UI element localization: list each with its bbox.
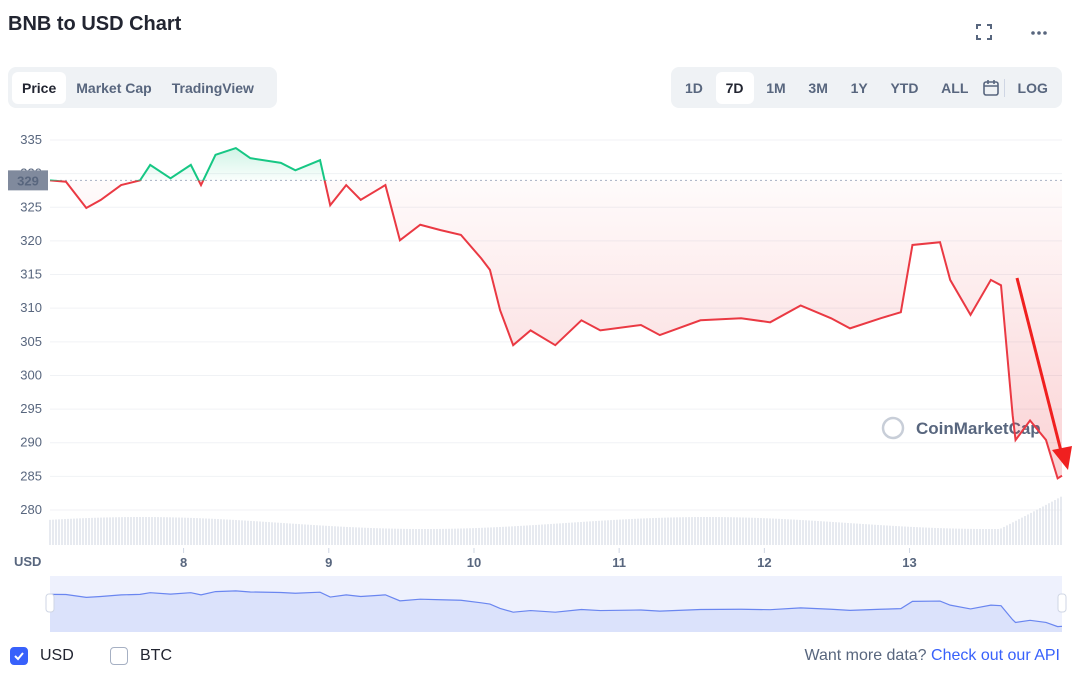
navigator-handle[interactable] <box>1057 593 1067 613</box>
range-button[interactable]: YTD <box>890 79 919 96</box>
fullscreen-icon[interactable] <box>976 24 992 40</box>
y-tick-label: 310 <box>20 300 42 315</box>
x-tick-label: 8 <box>180 555 187 570</box>
y-tick-label: 295 <box>20 401 42 416</box>
y-tick-label: 335 <box>20 132 42 147</box>
y-tick-label: 325 <box>20 199 42 214</box>
y-tick-label: 280 <box>20 502 42 517</box>
y-tick-label: 305 <box>20 334 42 349</box>
baseline-tag <box>8 170 48 191</box>
api-prompt: Want more data? Check out our API <box>804 647 1060 665</box>
x-tick-label: 11 <box>612 555 626 570</box>
x-tick-label: 9 <box>325 555 332 570</box>
y-tick-label: 300 <box>20 367 42 382</box>
currency-btc[interactable]: BTC <box>110 647 172 665</box>
y-tick-label: 290 <box>20 435 42 450</box>
y-tick-label: 320 <box>20 233 42 248</box>
watermark-logo <box>881 416 905 440</box>
annotation-arrow <box>1015 277 1064 456</box>
range-button[interactable]: 7D <box>715 71 754 104</box>
chart: 280285290295300305310315320325330335USD8… <box>8 132 1072 632</box>
price-line <box>49 146 1063 480</box>
currency-usd[interactable]: USD <box>10 647 74 665</box>
api-link[interactable]: Check out our API <box>931 647 1060 664</box>
x-tick-label: 12 <box>757 555 771 570</box>
volume-strip <box>49 496 1062 545</box>
tab-group: Price Market Cap TradingView <box>8 67 277 108</box>
range-button[interactable]: ALL <box>941 79 969 96</box>
currency-label: BTC <box>140 647 172 664</box>
navigator-handle[interactable] <box>45 593 55 613</box>
x-tick-label: 13 <box>902 555 916 570</box>
range-group: 1D 7D 1M 3M 1Y YTD ALL LOG <box>671 67 1062 108</box>
range-button[interactable]: 1M <box>766 79 786 96</box>
more-icon[interactable] <box>1031 31 1047 35</box>
range-button[interactable]: 3M <box>808 79 828 96</box>
currency-label: USD <box>40 647 74 664</box>
checkbox-checked[interactable] <box>10 647 28 665</box>
y-tick-label: 285 <box>20 468 42 483</box>
separator <box>1003 78 1005 97</box>
price-area <box>50 148 1062 479</box>
annotation-arrowhead <box>1052 446 1072 470</box>
navigator-area <box>50 590 1062 632</box>
y-axis-label: USD <box>14 554 41 569</box>
watermark: CoinMarketCap <box>916 419 1041 438</box>
tab[interactable]: Market Cap <box>76 79 152 96</box>
toolbar-icons <box>976 24 1047 40</box>
calendar-icon[interactable] <box>981 78 1001 98</box>
checkbox[interactable] <box>110 647 128 665</box>
tab[interactable]: Price <box>12 71 67 104</box>
range-button[interactable]: 1D <box>685 79 703 96</box>
x-tick-label: 10 <box>467 555 481 570</box>
range-button[interactable]: 1Y <box>850 79 868 96</box>
navigator-line <box>49 590 1063 628</box>
log-button[interactable]: LOG <box>1017 79 1048 96</box>
tab[interactable]: TradingView <box>171 79 254 96</box>
page-title: BNB to USD Chart <box>8 13 182 35</box>
y-tick-label: 315 <box>20 267 42 282</box>
prompt-text: Want more data? <box>804 647 927 664</box>
baseline-tag-label: 329 <box>17 173 39 188</box>
